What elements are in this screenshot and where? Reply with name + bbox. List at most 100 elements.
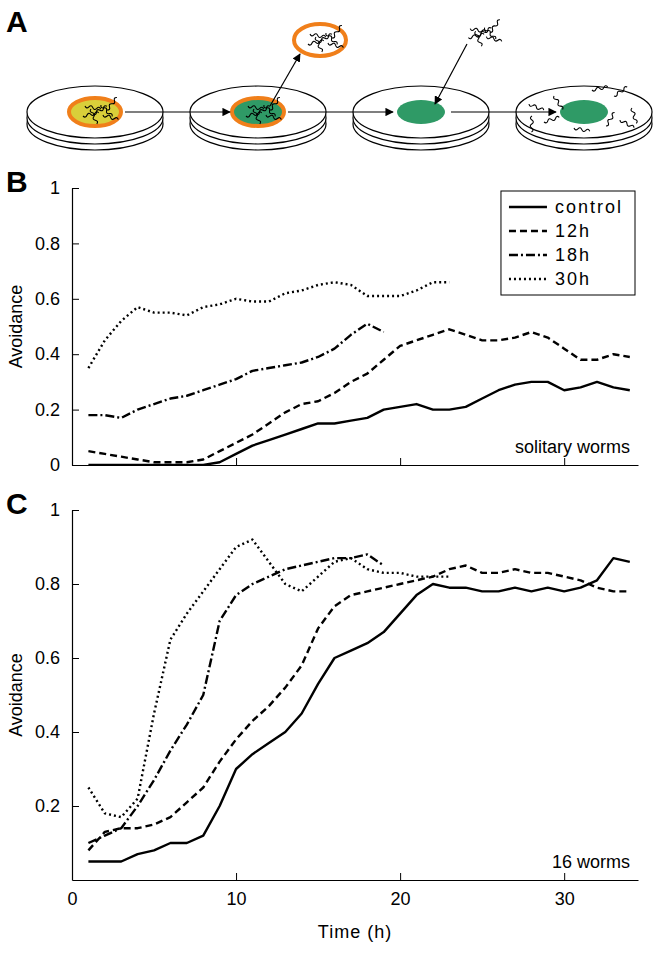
y-tick-mark xyxy=(72,510,79,511)
x-tick xyxy=(236,458,237,465)
y-tick-label: 1 xyxy=(50,500,60,520)
legend-swatch xyxy=(509,278,547,280)
legend-swatch xyxy=(509,206,547,208)
y-tick: 1 xyxy=(50,500,79,520)
x-tick-label: 20 xyxy=(391,889,411,909)
x-tick-mark xyxy=(400,458,401,465)
arrow xyxy=(451,111,556,112)
worm xyxy=(85,106,101,110)
worm xyxy=(475,31,482,46)
y-tick-mark xyxy=(72,806,79,807)
y-tick-mark xyxy=(72,732,79,733)
worm xyxy=(574,128,590,132)
x-tick-mark xyxy=(236,873,237,880)
legend-entry: control xyxy=(509,197,623,217)
x-tick: 20 xyxy=(391,873,411,909)
worm xyxy=(614,87,627,97)
worm xyxy=(544,116,559,123)
worm xyxy=(264,105,275,117)
plot-area xyxy=(88,540,629,862)
y-tick: 1 xyxy=(50,178,79,198)
worm xyxy=(631,108,637,123)
y-tick: 0.2 xyxy=(35,796,79,816)
worm xyxy=(490,20,500,33)
chart-panel: 00.20.40.60.81AvoidanceBsolitary wormsco… xyxy=(6,165,639,475)
y-tick: 0.8 xyxy=(35,234,79,254)
series-line xyxy=(88,324,383,418)
y-tick-mark xyxy=(72,299,79,300)
y-tick-mark xyxy=(72,243,79,244)
panel-label: C xyxy=(6,487,28,520)
arrow xyxy=(125,111,230,112)
legend-entry: 18h xyxy=(509,245,591,265)
x-axis-title: Time (h) xyxy=(318,922,392,942)
worm xyxy=(107,97,117,110)
y-tick: 0.4 xyxy=(35,722,79,742)
legend-entry: 30h xyxy=(509,269,591,289)
y-axis: 0 0.2 0.4 0.6 0.8 1 xyxy=(35,178,79,475)
annotation: solitary worms xyxy=(515,437,630,457)
x-tick-mark xyxy=(564,873,565,880)
x-axis-line xyxy=(73,465,639,466)
legend-label: 18h xyxy=(555,245,591,265)
series-line xyxy=(88,566,629,851)
y-axis-line xyxy=(72,511,73,881)
worm xyxy=(326,33,337,45)
y-tick-label: 0.2 xyxy=(35,400,60,420)
legend-swatch xyxy=(509,254,547,256)
worm xyxy=(248,106,264,110)
series-line xyxy=(88,382,629,465)
worm xyxy=(530,116,533,132)
legend: control 12h 18h 30h xyxy=(501,191,635,295)
y-axis-line xyxy=(72,189,73,466)
worm xyxy=(592,86,608,91)
annotation: 16 worms xyxy=(552,852,630,872)
arrow xyxy=(288,111,393,112)
legend-label: control xyxy=(555,197,623,217)
y-tick-mark xyxy=(72,584,79,585)
worm xyxy=(310,34,326,38)
y-tick-mark xyxy=(72,465,79,466)
y-tick-label: 0.6 xyxy=(35,289,60,309)
y-tick-label: 0.2 xyxy=(35,796,60,816)
x-tick-mark xyxy=(236,458,237,465)
chart-panel: 01020300.20.40.60.81AvoidanceTime (h)C16… xyxy=(6,487,639,942)
y-tick-label: 0.4 xyxy=(35,722,60,742)
legend-label: 30h xyxy=(555,269,591,289)
worm xyxy=(103,115,118,120)
x-tick xyxy=(400,458,401,465)
series-line xyxy=(88,329,629,462)
worm xyxy=(328,43,343,48)
series-line xyxy=(88,554,383,843)
y-tick: 0.8 xyxy=(35,574,79,594)
worm xyxy=(606,113,615,127)
x-tick-mark xyxy=(564,458,565,465)
bacterial-lawn xyxy=(560,100,608,124)
legend-box xyxy=(501,191,635,295)
y-tick-label: 0.8 xyxy=(35,574,60,594)
worm xyxy=(101,105,112,117)
bacterial-lawn xyxy=(397,100,445,124)
figure: A00.20.40.60.81AvoidanceBsolitary wormsc… xyxy=(0,0,653,958)
series-line xyxy=(88,558,629,861)
worm xyxy=(529,104,544,110)
x-axis: 0 10 20 30 xyxy=(67,873,638,909)
y-tick-mark xyxy=(72,658,79,659)
y-tick: 0.6 xyxy=(35,648,79,668)
series-line xyxy=(88,540,449,818)
worm xyxy=(315,37,322,52)
y-tick-label: 0.4 xyxy=(35,344,60,364)
arrow xyxy=(270,54,300,106)
legend-label: 12h xyxy=(555,221,591,241)
y-tick: 0.2 xyxy=(35,400,79,420)
worm xyxy=(554,96,563,110)
y-tick-label: 0.8 xyxy=(35,234,60,254)
worm xyxy=(486,37,501,42)
x-tick: 10 xyxy=(227,873,247,909)
x-tick-label: 0 xyxy=(67,889,77,909)
y-axis: 0.2 0.4 0.6 0.8 1 xyxy=(35,500,79,880)
x-tick-label: 30 xyxy=(555,889,575,909)
panel-label: B xyxy=(6,165,28,198)
bacterial-lawn xyxy=(232,98,284,126)
y-tick: 0 xyxy=(50,455,79,475)
